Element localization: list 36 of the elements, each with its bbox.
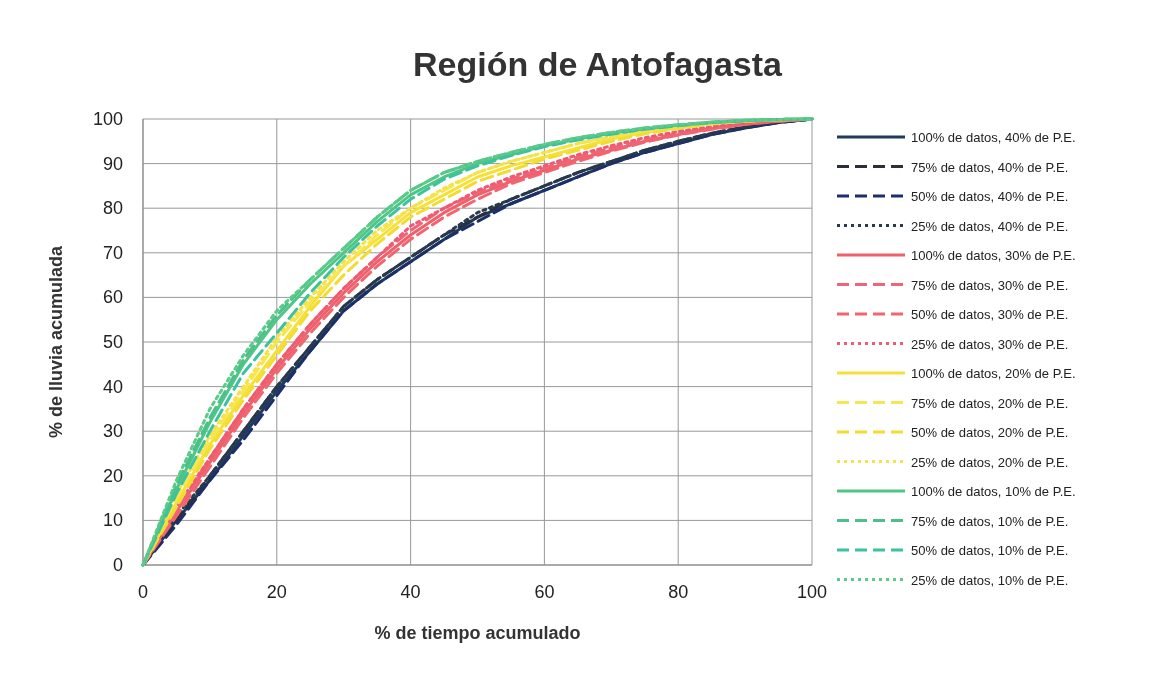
y-tick-label: 10 [102,510,123,531]
y-tick-label: 30 [102,421,123,442]
y-tick-label: 90 [102,153,123,174]
y-tick-label: 20 [102,465,123,486]
y-tick-label: 70 [102,242,123,263]
text: 50% de datos, 30% de P.E. [911,307,1069,322]
x-tick-label: 60 [534,582,555,602]
text: 100% de datos, 40% de P.E. [911,130,1076,145]
text: 25% de datos, 40% de P.E. [911,218,1069,234]
y-tick-label: 50 [102,332,123,352]
y-tick-label: 60 [102,287,123,308]
text: 25% de datos, 30% de P.E. [911,336,1069,352]
x-tick-label: 40 [400,582,421,602]
chart-title: Región de Antofagasta [413,45,784,83]
text: 50% de datos, 10% de P.E. [911,543,1069,558]
y-tick-label: 100 [92,109,123,129]
text: 50% de datos, 20% de P.E. [911,425,1069,440]
text: 75% de datos, 10% de P.E. [911,513,1069,529]
y-tick-label: 0 [112,555,123,575]
x-tick-label: 80 [668,582,689,602]
y-tick-label: 80 [102,198,123,219]
x-tick-label: 20 [266,582,287,602]
text: 100% de datos, 20% de P.E. [911,366,1076,381]
text: 100% de datos, 30% de P.E. [911,248,1076,263]
text: 100% de datos, 10% de P.E. [911,484,1076,499]
text: 25% de datos, 20% de P.E. [911,454,1069,470]
text: 75% de datos, 20% de P.E. [911,395,1069,411]
x-tick-label: 0 [137,582,149,602]
x-axis-title: % de tiempo acumulado [374,623,581,643]
text: 50% de datos, 40% de P.E. [911,189,1069,204]
text: 75% de datos, 30% de P.E. [911,277,1069,293]
x-tick-label: 100 [796,582,828,602]
text: 75% de datos, 40% de P.E. [911,159,1069,175]
text: 25% de datos, 10% de P.E. [911,572,1069,588]
y-axis-title: % de lluvia acumulada [46,244,66,439]
y-tick-label: 40 [102,376,123,397]
